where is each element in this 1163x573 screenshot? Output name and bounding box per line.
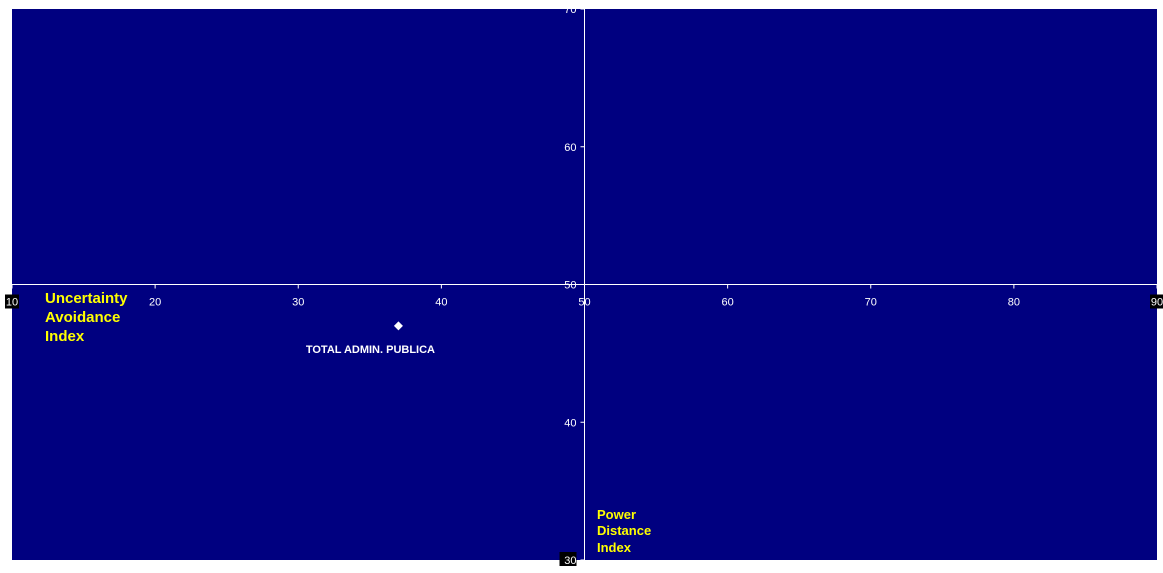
x-tick-label: 60 (722, 297, 734, 309)
x-tick-label-box (5, 294, 19, 309)
y-tick-label: 40 (564, 417, 576, 429)
x-tick-label: 30 (292, 297, 304, 309)
data-point-label: TOTAL ADMIN. PUBLICA (306, 344, 435, 356)
x-tick-label: 10 (6, 297, 18, 309)
ticks-layer: 10 20 30 40 50 60 70 80 90 30 40 50 60 70 (5, 4, 1163, 567)
x-axis-title: Uncertainty Avoidance Index (45, 290, 128, 345)
y-tick-label: 50 (564, 280, 576, 292)
x-tick-label: 70 (865, 297, 877, 309)
x-tick-label: 50 (578, 297, 590, 309)
x-tick-label: 20 (149, 297, 161, 309)
y-tick-label-box (559, 552, 577, 566)
x-tick-label: 40 (435, 297, 447, 309)
x-tick-label-box (1150, 294, 1163, 309)
x-tick-label: 80 (1008, 297, 1020, 309)
y-axis-title: Power Distance Index (597, 507, 652, 555)
y-tick-label: 60 (564, 142, 576, 154)
x-tick-label: 90 (1151, 297, 1163, 309)
data-point-marker (393, 321, 403, 331)
marks-layer: TOTAL ADMIN. PUBLICA (306, 321, 435, 356)
y-tick-label: 30 (564, 555, 576, 567)
y-tick-label: 70 (564, 4, 576, 16)
